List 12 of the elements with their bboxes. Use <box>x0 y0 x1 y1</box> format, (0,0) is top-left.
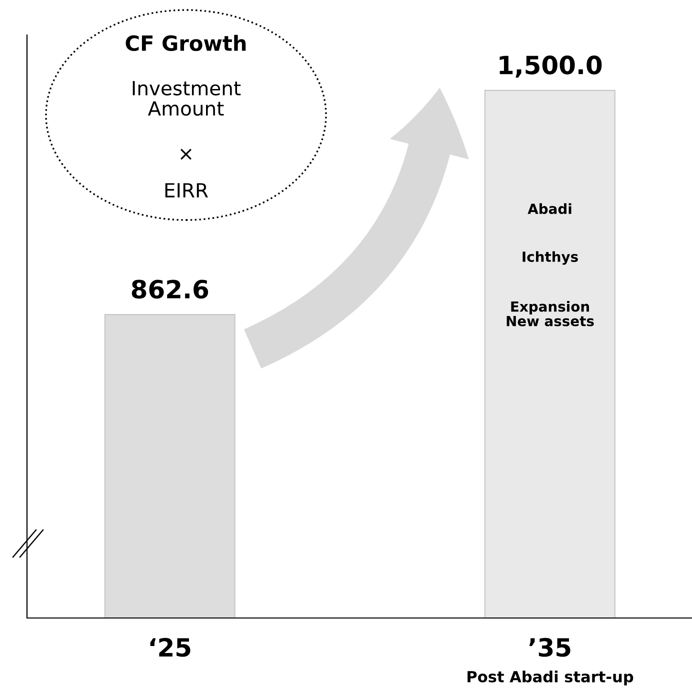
annotation: EIRR <box>165 183 208 198</box>
annotation: Abadi <box>528 203 572 214</box>
data-label: 862.6 <box>132 280 208 299</box>
text: CF Growth <box>126 34 246 52</box>
annotation: Investment Amount <box>132 81 241 116</box>
annotation: Expansion New assets <box>506 301 594 326</box>
annotation: Ichthys <box>522 251 578 265</box>
x-tick-label: ‘25 <box>150 638 190 657</box>
annotation: × <box>180 148 192 160</box>
x-tick-label: ’35 <box>529 638 570 657</box>
text: Post Abadi start-up <box>468 670 634 686</box>
data-label: 1,500.0 <box>500 56 602 78</box>
